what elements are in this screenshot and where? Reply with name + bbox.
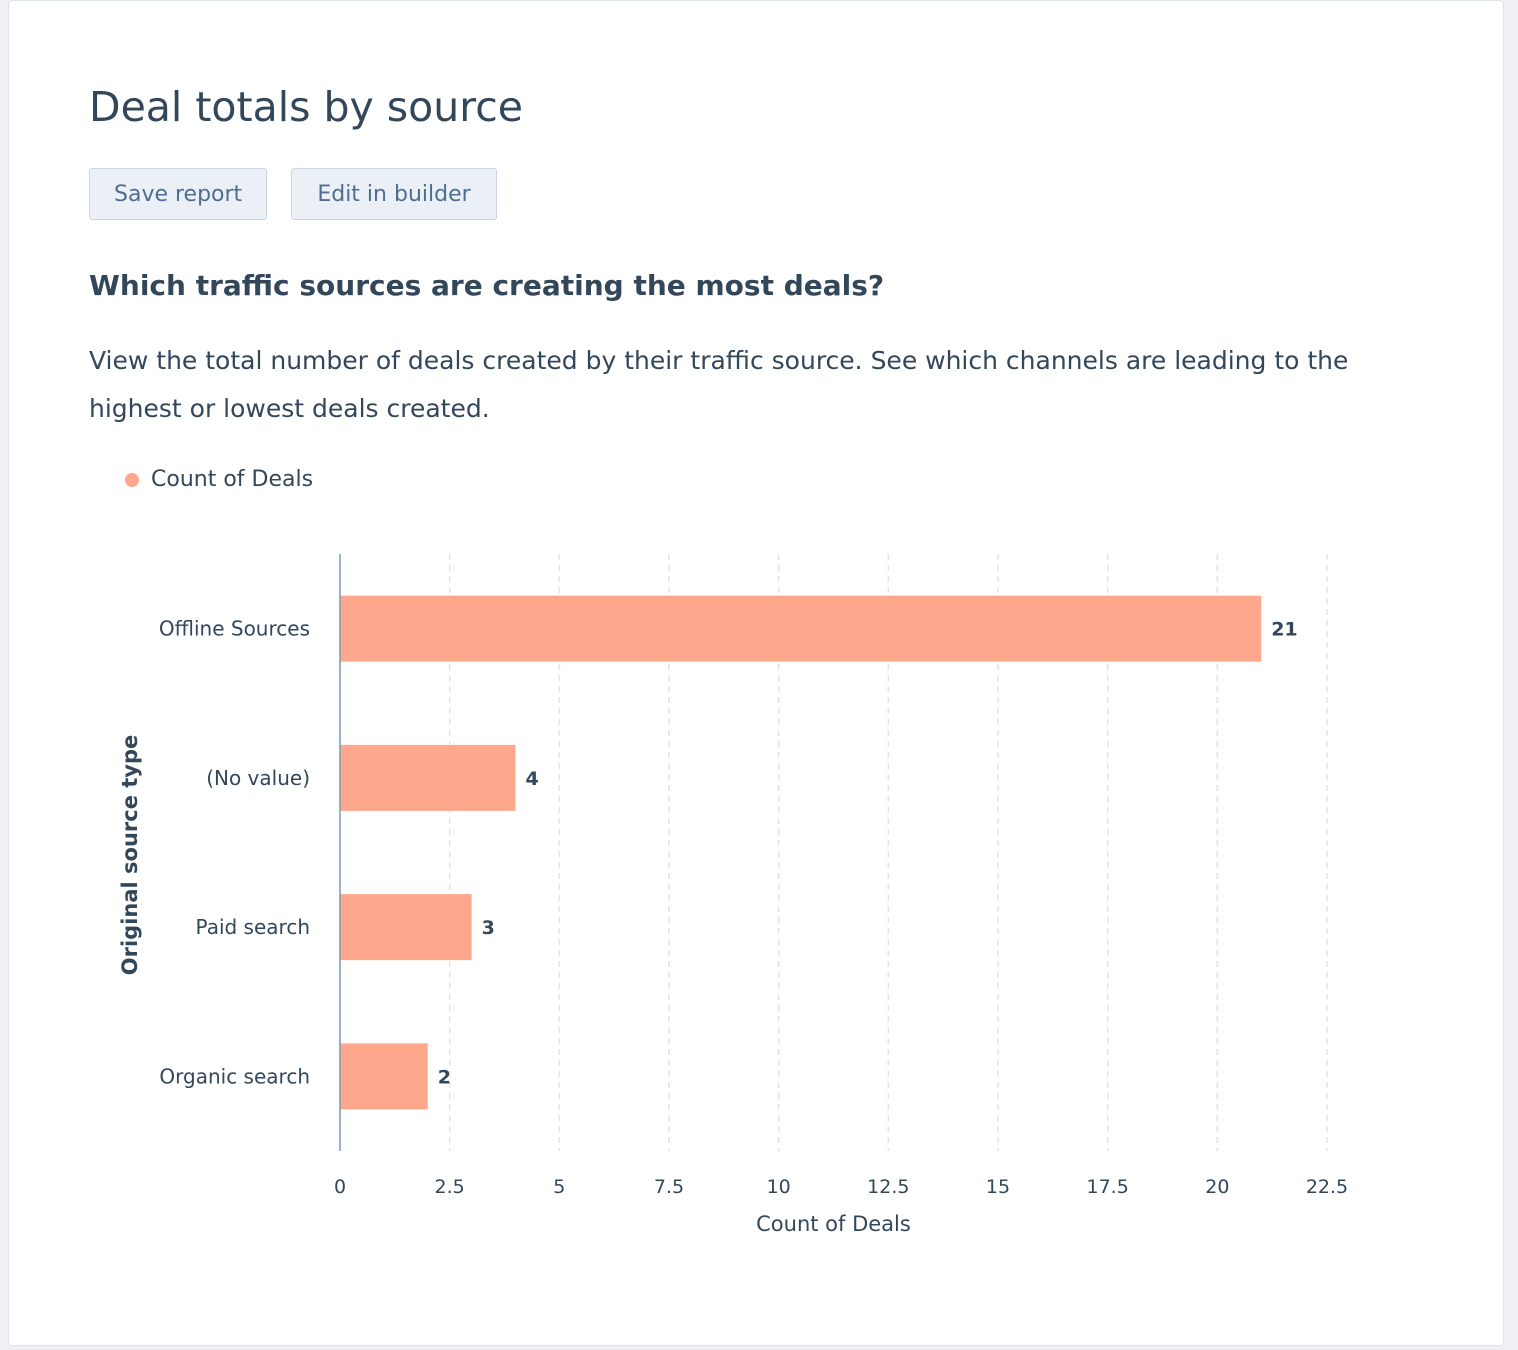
- edit-in-builder-button[interactable]: Edit in builder: [291, 168, 497, 220]
- x-tick-label: 17.5: [1087, 1176, 1129, 1198]
- bar: [340, 1043, 428, 1110]
- report-question: Which traffic sources are creating the m…: [89, 269, 885, 302]
- x-tick-label: 15: [986, 1176, 1010, 1198]
- x-tick-label: 2.5: [435, 1176, 465, 1198]
- category-label: Paid search: [196, 915, 310, 939]
- page-title: Deal totals by source: [89, 83, 523, 131]
- x-tick-label: 12.5: [867, 1176, 909, 1198]
- y-axis-title: Original source type: [118, 735, 142, 976]
- legend-swatch: [125, 472, 139, 487]
- x-tick-label: 22.5: [1306, 1176, 1348, 1198]
- data-label: 3: [482, 917, 495, 939]
- report-description: View the total number of deals created b…: [89, 346, 1349, 423]
- bar: [340, 595, 1262, 662]
- bar: [340, 894, 472, 961]
- category-label: Organic search: [159, 1064, 310, 1088]
- data-label: 2: [438, 1066, 451, 1088]
- save-report-button[interactable]: Save report: [89, 168, 267, 220]
- x-tick-label: 20: [1205, 1176, 1229, 1198]
- bar-chart: Offline Sources 21 (No value) 4 Paid search 3…: [118, 554, 1348, 1236]
- x-tick-label: 0: [334, 1176, 346, 1198]
- x-axis-title: Count of Deals: [756, 1212, 911, 1236]
- legend-label: Count of Deals: [151, 467, 314, 492]
- x-tick-label: 5: [553, 1176, 565, 1198]
- x-tick-label: 7.5: [654, 1176, 684, 1198]
- data-label: 21: [1271, 619, 1297, 641]
- report-card: Deal totals by source Save report Edit i…: [8, 0, 1504, 1346]
- x-tick-label: 10: [767, 1176, 791, 1198]
- chart-legend: Count of Deals: [125, 467, 313, 492]
- category-label: (No value): [206, 766, 310, 790]
- category-label: Offline Sources: [159, 617, 310, 641]
- bar: [340, 744, 516, 811]
- data-label: 4: [525, 768, 538, 790]
